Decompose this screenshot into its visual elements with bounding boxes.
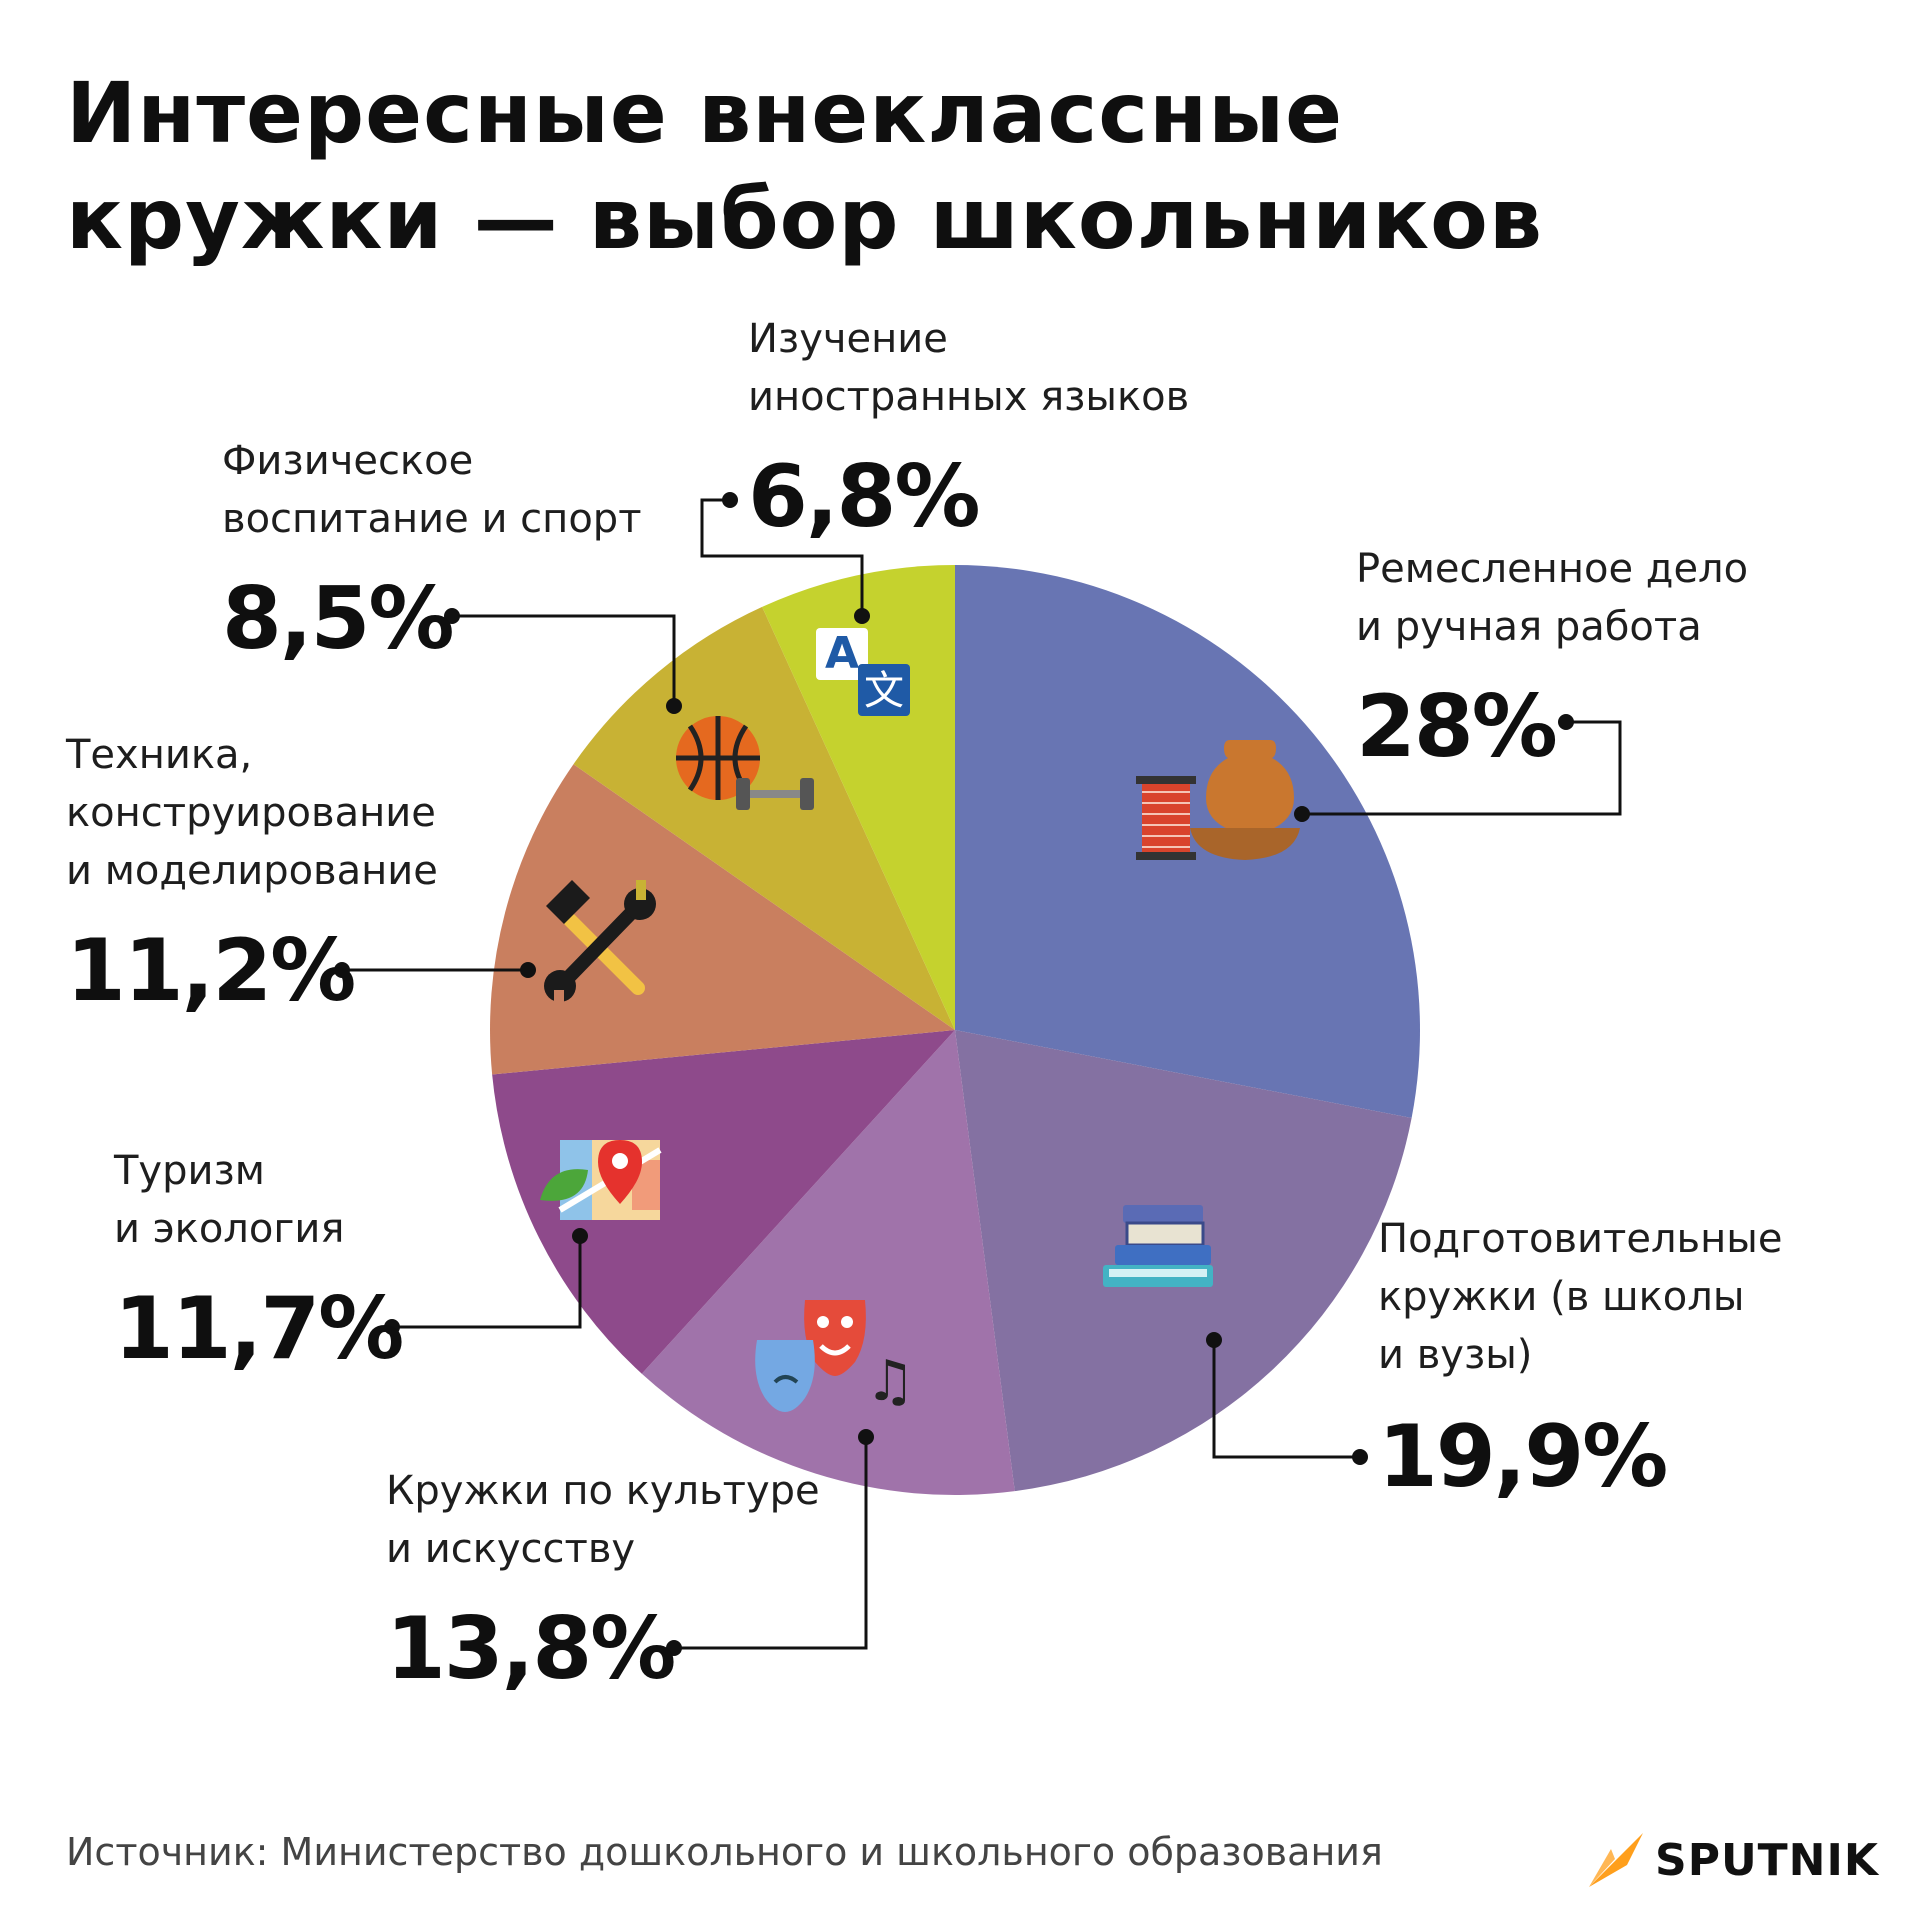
pie-slice-4 [492, 1030, 955, 1374]
slice-label-1-line-1: Ремесленное дело [1356, 546, 1748, 592]
pie-slice-5 [490, 764, 955, 1075]
sputnik-logo-icon [1589, 1833, 1643, 1887]
leader-line-1 [1302, 720, 1622, 816]
leader-dot-2-1 [1206, 1332, 1222, 1348]
books-icon [1103, 1205, 1213, 1287]
slice-label-6: Физическое воспитание и спорт [222, 438, 642, 542]
slice-label-5-line-3: и моделирование [66, 848, 438, 894]
slice-value-4: 11,7% [114, 1279, 402, 1379]
leader-dot-2-2 [1352, 1449, 1368, 1465]
slice-value-3: 13,8% [386, 1599, 674, 1699]
source-note: Источник: Министерство дошкольного и шко… [66, 1830, 1383, 1874]
sputnik-logo: SPUTNIK [1585, 1820, 1879, 1900]
slice-label-3-line-1: Кружки по культуре [386, 1468, 820, 1514]
leader-line-6 [452, 614, 676, 706]
title-line-1: Интересные внеклассные [66, 64, 1344, 162]
slice-label-5: Техника, конструирование и моделирование [65, 732, 438, 894]
slice-label-2-line-3: и вузы) [1378, 1332, 1532, 1378]
slice-label-5-line-2: конструирование [66, 790, 436, 836]
hammer-wrench-icon [544, 880, 656, 1010]
slice-label-7: Изучение иностранных языков [748, 316, 1189, 420]
slice-value-1: 28% [1356, 677, 1556, 777]
leader-dot-5-2 [334, 962, 350, 978]
leader-dot-1-2 [1558, 714, 1574, 730]
leader-dot-6-2 [444, 608, 460, 624]
leader-dot-6-1 [666, 698, 682, 714]
slice-label-2: Подготовительные кружки (в школы и вузы) [1378, 1216, 1782, 1378]
leader-line-4 [392, 1236, 582, 1329]
svg-text:♫: ♫ [865, 1349, 915, 1414]
svg-text:文: 文 [864, 668, 904, 714]
slice-value-5: 11,2% [66, 921, 354, 1021]
leader-line-2 [1212, 1340, 1360, 1459]
leader-dot-3-2 [666, 1640, 682, 1656]
slice-label-2-line-2: кружки (в школы [1378, 1274, 1744, 1320]
title-line-2: кружки — выбор школьников [66, 170, 1544, 268]
slice-label-1: Ремесленное дело и ручная работа [1356, 546, 1748, 650]
basketball-icon [676, 716, 814, 810]
slice-label-4: Туризм и экология [113, 1148, 344, 1252]
slice-label-3-line-2: и искусству [386, 1526, 635, 1572]
slice-value-6: 8,5% [222, 569, 453, 669]
slice-label-7-line-1: Изучение [748, 316, 948, 362]
leader-dot-4-2 [384, 1319, 400, 1335]
slice-label-5-line-1: Техника, [65, 732, 252, 778]
leader-dot-3-1 [858, 1429, 874, 1445]
pottery-icon [1136, 740, 1300, 860]
slice-label-4-line-2: и экология [114, 1206, 344, 1252]
slice-label-6-line-1: Физическое [222, 438, 473, 484]
pie-slice-6 [573, 606, 955, 1030]
svg-text:A: A [825, 628, 859, 679]
slice-label-2-line-1: Подготовительные [1378, 1216, 1782, 1262]
brand-name: SPUTNIK [1655, 1834, 1879, 1886]
slice-value-2: 19,9% [1378, 1407, 1666, 1507]
leader-dot-7-2 [722, 492, 738, 508]
leader-dot-1-1 [1294, 806, 1310, 822]
leader-dot-7-1 [854, 608, 870, 624]
slice-label-1-line-2: и ручная работа [1356, 604, 1702, 650]
map-pin-icon [540, 1140, 662, 1220]
translate-icon: A文 [816, 628, 910, 716]
slice-label-4-line-1: Туризм [113, 1148, 265, 1194]
slice-value-7: 6,8% [748, 447, 979, 547]
leader-dot-5-1 [520, 962, 536, 978]
leader-line-7 [700, 498, 864, 616]
page-title: Интересные внеклассные кружки — выбор шк… [66, 60, 1666, 272]
pie-slice-3 [641, 1030, 1015, 1495]
leader-line-3 [674, 1437, 868, 1650]
leader-dot-4-1 [572, 1228, 588, 1244]
slice-label-7-line-2: иностранных языков [748, 374, 1189, 420]
slice-label-3: Кружки по культуре и искусству [386, 1468, 820, 1572]
slice-label-6-line-2: воспитание и спорт [222, 496, 642, 542]
theater-masks-icon: ♫ [755, 1300, 915, 1414]
